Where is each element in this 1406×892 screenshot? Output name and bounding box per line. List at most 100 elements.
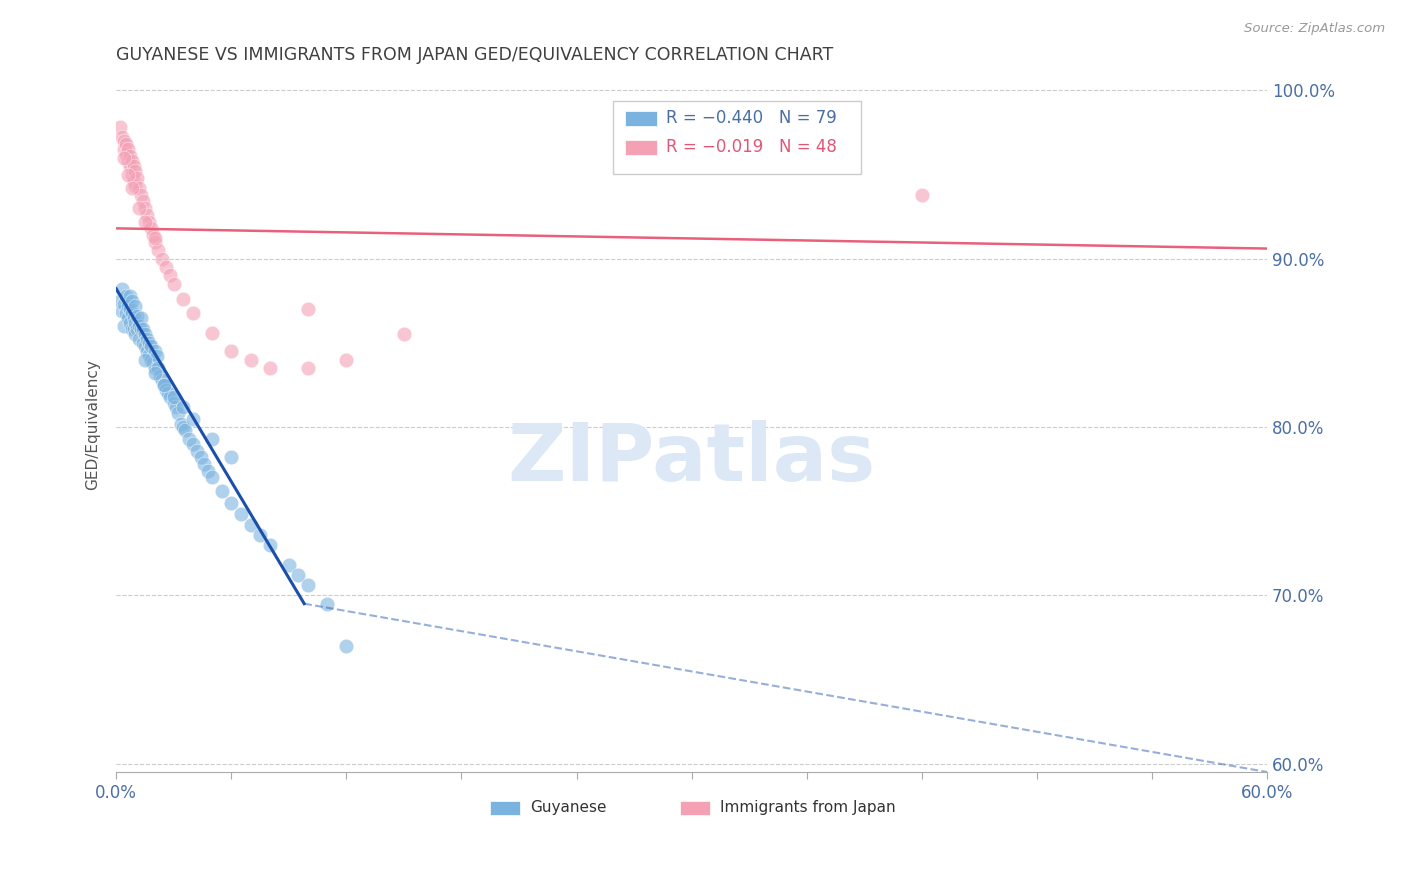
Point (149, 369, 172, 384)
Point (124, 299, 146, 313)
Point (150, 373, 173, 387)
Point (153, 377, 176, 392)
Point (143, 361, 166, 376)
Point (138, 214, 160, 228)
Point (115, 305, 138, 319)
Point (181, 437, 204, 451)
Point (143, 366, 166, 380)
Point (117, 154, 139, 169)
Point (335, 352, 357, 367)
FancyBboxPatch shape (613, 101, 860, 174)
Point (138, 335, 160, 350)
Point (115, 137, 138, 152)
Point (170, 417, 193, 431)
Point (117, 299, 139, 313)
Point (181, 305, 204, 319)
Point (190, 450, 212, 465)
Y-axis label: GED/Equivalency: GED/Equivalency (86, 359, 100, 490)
Point (239, 517, 262, 532)
Point (259, 361, 281, 376)
Point (128, 333, 150, 347)
Point (163, 277, 186, 291)
FancyBboxPatch shape (491, 801, 520, 815)
Point (124, 179, 146, 194)
Point (129, 187, 152, 202)
Point (139, 352, 162, 367)
Point (229, 508, 252, 522)
Point (121, 154, 143, 169)
Point (115, 288, 138, 302)
Point (259, 538, 281, 552)
Point (277, 558, 299, 572)
Point (297, 361, 319, 376)
Point (138, 348, 160, 362)
Point (136, 208, 159, 222)
Point (118, 302, 141, 317)
Point (297, 302, 319, 317)
Point (166, 407, 188, 421)
Point (115, 147, 138, 161)
Point (143, 344, 166, 359)
Point (117, 142, 139, 156)
Point (287, 568, 309, 582)
Point (128, 318, 150, 333)
Point (124, 327, 146, 342)
Point (127, 322, 149, 336)
Point (143, 231, 166, 245)
Point (163, 396, 186, 410)
Point (134, 339, 156, 353)
Point (145, 349, 167, 363)
Point (118, 288, 141, 302)
Point (197, 464, 219, 478)
Point (108, 120, 131, 135)
Point (121, 305, 143, 319)
Point (159, 268, 181, 283)
Point (148, 361, 170, 376)
Point (211, 483, 233, 498)
Point (297, 578, 319, 592)
Point (117, 168, 139, 182)
Point (121, 168, 143, 182)
Point (201, 470, 224, 484)
Point (148, 244, 170, 258)
Point (193, 457, 215, 471)
Text: Immigrants from Japan: Immigrants from Japan (720, 800, 896, 815)
Point (112, 297, 135, 311)
Point (111, 282, 134, 296)
Point (124, 164, 146, 178)
Point (127, 309, 149, 323)
Text: R = −0.019   N = 48: R = −0.019 N = 48 (666, 138, 837, 156)
Point (122, 174, 145, 188)
Point (150, 252, 173, 266)
Point (201, 326, 224, 340)
Point (179, 432, 201, 446)
Point (221, 496, 243, 510)
Point (157, 386, 180, 401)
Point (121, 293, 143, 308)
Point (142, 356, 165, 370)
Point (129, 322, 152, 336)
Point (134, 352, 156, 367)
Point (221, 450, 243, 465)
Point (122, 322, 145, 336)
Point (172, 292, 194, 306)
Point (392, 327, 415, 342)
Point (155, 260, 177, 274)
Point (122, 159, 145, 173)
Point (121, 322, 143, 336)
Point (139, 221, 162, 235)
Point (118, 149, 141, 163)
Point (128, 201, 150, 215)
Point (335, 639, 357, 653)
Point (112, 134, 135, 148)
Point (118, 316, 141, 330)
Point (139, 339, 162, 353)
Point (136, 333, 159, 347)
Point (136, 344, 159, 359)
Point (172, 420, 194, 434)
Point (221, 344, 243, 359)
Point (239, 352, 262, 367)
Point (108, 293, 131, 308)
Point (134, 201, 156, 215)
Text: R = −0.440   N = 79: R = −0.440 N = 79 (666, 109, 837, 127)
